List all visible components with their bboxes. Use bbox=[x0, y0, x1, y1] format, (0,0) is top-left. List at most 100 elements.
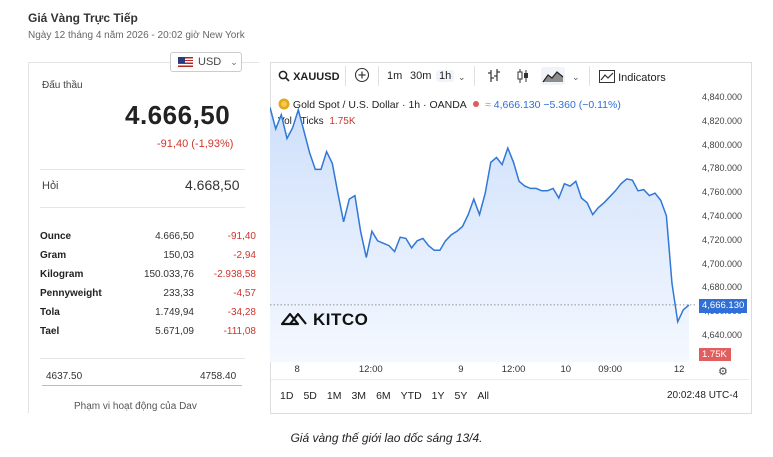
y-tick-label: 4,700.000 bbox=[702, 258, 743, 269]
toolbar-divider bbox=[474, 66, 475, 86]
divider bbox=[40, 169, 245, 170]
range-6m[interactable]: 6M bbox=[376, 390, 391, 402]
toolbar-divider bbox=[589, 66, 590, 86]
unit-name: Gram bbox=[40, 250, 67, 261]
page-subtitle: Ngày 12 tháng 4 năm 2026 - 20:02 giờ New… bbox=[28, 30, 245, 41]
x-tick-label: 12:00 bbox=[358, 364, 383, 375]
range-ytd[interactable]: YTD bbox=[400, 390, 422, 402]
area-chart-icon bbox=[542, 71, 564, 83]
unit-change: -111,08 bbox=[223, 326, 256, 337]
range-3m[interactable]: 3M bbox=[351, 390, 367, 402]
kitco-watermark: KITCO bbox=[280, 310, 368, 330]
price-area bbox=[270, 107, 689, 362]
y-tick-label: 4,740.000 bbox=[702, 211, 743, 221]
indicators-button[interactable]: Indicators bbox=[599, 70, 666, 84]
y-tick-label: 4,720.000 bbox=[702, 234, 743, 245]
range-5d[interactable]: 5D bbox=[303, 390, 317, 402]
symbol-search[interactable]: XAUUSD bbox=[278, 70, 340, 83]
unit-name: Kilogram bbox=[40, 269, 84, 280]
unit-price: 150.033,76 bbox=[143, 269, 194, 280]
price-line bbox=[270, 107, 690, 325]
unit-row: Ounce 4.666,50 -91,40 bbox=[40, 227, 256, 246]
divider bbox=[40, 358, 245, 359]
ask-price: 4.668,50 bbox=[185, 177, 240, 193]
currency-value: USD bbox=[198, 56, 222, 68]
add-symbol-icon bbox=[354, 67, 370, 83]
indicators-label: Indicators bbox=[618, 72, 666, 84]
symbol-label: XAUUSD bbox=[293, 71, 340, 83]
bars-icon bbox=[488, 69, 500, 82]
unit-change: -34,28 bbox=[227, 307, 256, 318]
x-tick-label: 12:00 bbox=[501, 364, 526, 375]
range-low: 4637.50 bbox=[46, 371, 83, 382]
market-status-icon bbox=[473, 101, 480, 107]
interval-dropdown-icon[interactable]: ⌄ bbox=[458, 72, 466, 82]
x-tick-label: 9 bbox=[458, 364, 464, 375]
page-title: Giá Vàng Trực Tiếp bbox=[28, 11, 138, 25]
chart-type-dropdown-icon[interactable]: ⌄ bbox=[572, 72, 580, 82]
last-price-tag: 4,666.130 bbox=[699, 299, 747, 313]
range-5y[interactable]: 5Y bbox=[454, 390, 468, 402]
legend-symbol: Gold Spot / U.S. Dollar · 1h · OANDA bbox=[292, 99, 467, 111]
currency-select[interactable]: USD ⌄ bbox=[170, 52, 242, 72]
toolbar-divider bbox=[345, 66, 346, 86]
range-1y[interactable]: 1Y bbox=[431, 390, 445, 402]
y-tick-label: 4,640.000 bbox=[702, 330, 743, 340]
price-chart[interactable] bbox=[270, 92, 697, 362]
unit-row: Kilogram 150.033,76 -2.938,58 bbox=[40, 265, 256, 284]
divider bbox=[40, 207, 245, 208]
indicators-icon bbox=[599, 70, 615, 83]
y-tick-label: 4,820.000 bbox=[702, 115, 743, 126]
candles-button[interactable] bbox=[516, 68, 530, 87]
range-high: 4758.40 bbox=[200, 371, 237, 382]
y-tick-label: 4,680.000 bbox=[702, 282, 743, 293]
bid-label: Đấu thầu bbox=[42, 80, 83, 91]
session-icon: ≈ bbox=[485, 99, 491, 111]
chart-clock: 20:02:48 UTC-4 bbox=[667, 390, 739, 401]
y-tick-label: 4,780.000 bbox=[702, 163, 743, 174]
image-caption: Giá vàng thế giới lao dốc sáng 13/4. bbox=[290, 431, 483, 445]
x-tick-label: 10 bbox=[560, 364, 572, 375]
unit-row: Tola 1.749,94 -34,28 bbox=[40, 303, 256, 322]
legend-quote: 4,666.130 −5.360 (−0.11%) bbox=[493, 99, 621, 111]
unit-price: 5.671,09 bbox=[155, 326, 194, 337]
range-selector: 1D 5D 1M 3M 6M YTD 1Y 5Y All bbox=[280, 390, 499, 402]
bar-replay-button[interactable] bbox=[487, 68, 501, 87]
volume-value: 1.75K bbox=[329, 116, 356, 127]
ask-label: Hỏi bbox=[42, 180, 59, 192]
settings-gear-icon[interactable]: ⚙ bbox=[718, 366, 728, 378]
unit-change: -2,94 bbox=[233, 250, 256, 261]
divider bbox=[271, 379, 749, 380]
compare-button[interactable] bbox=[354, 67, 370, 86]
unit-price-table: Ounce 4.666,50 -91,40 Gram 150,03 -2,94 Kilogr… bbox=[40, 227, 256, 341]
range-bar bbox=[42, 385, 242, 386]
kitco-logo-icon bbox=[280, 312, 307, 326]
y-tick-label: 4,800.000 bbox=[702, 139, 743, 150]
range-1d[interactable]: 1D bbox=[280, 390, 294, 402]
unit-price: 233,33 bbox=[163, 288, 194, 299]
us-flag-icon bbox=[178, 57, 193, 67]
chevron-down-icon: ⌄ bbox=[230, 56, 238, 67]
kitco-text: KITCO bbox=[313, 310, 369, 329]
unit-change: -91,40 bbox=[227, 231, 256, 242]
range-all[interactable]: All bbox=[477, 390, 490, 402]
unit-change: -4,57 bbox=[233, 288, 256, 299]
unit-row: Tael 5.671,09 -111,08 bbox=[40, 322, 256, 341]
range-caption: Phạm vi hoạt động của Dav bbox=[74, 401, 197, 412]
unit-price: 4.666,50 bbox=[155, 231, 194, 242]
unit-price: 150,03 bbox=[163, 250, 194, 261]
interval-1h[interactable]: 1h bbox=[436, 70, 455, 82]
area-chart-button[interactable] bbox=[541, 67, 565, 85]
price-change: -91,40 (-1,93%) bbox=[157, 138, 234, 150]
unit-row: Gram 150,03 -2,94 bbox=[40, 246, 256, 265]
candlestick-icon bbox=[517, 69, 528, 83]
y-tick-label: 4,840.000 bbox=[702, 92, 743, 102]
unit-price: 1.749,94 bbox=[155, 307, 194, 318]
y-tick-label: 4,760.000 bbox=[702, 187, 743, 198]
interval-1m[interactable]: 1m bbox=[387, 70, 403, 82]
range-1m[interactable]: 1M bbox=[326, 390, 342, 402]
chart-legend: Gold Spot / U.S. Dollar · 1h · OANDA ≈ 4… bbox=[278, 98, 621, 111]
interval-30m[interactable]: 30m bbox=[410, 70, 432, 82]
toolbar-divider bbox=[378, 66, 379, 86]
unit-row: Pennyweight 233,33 -4,57 bbox=[40, 284, 256, 303]
